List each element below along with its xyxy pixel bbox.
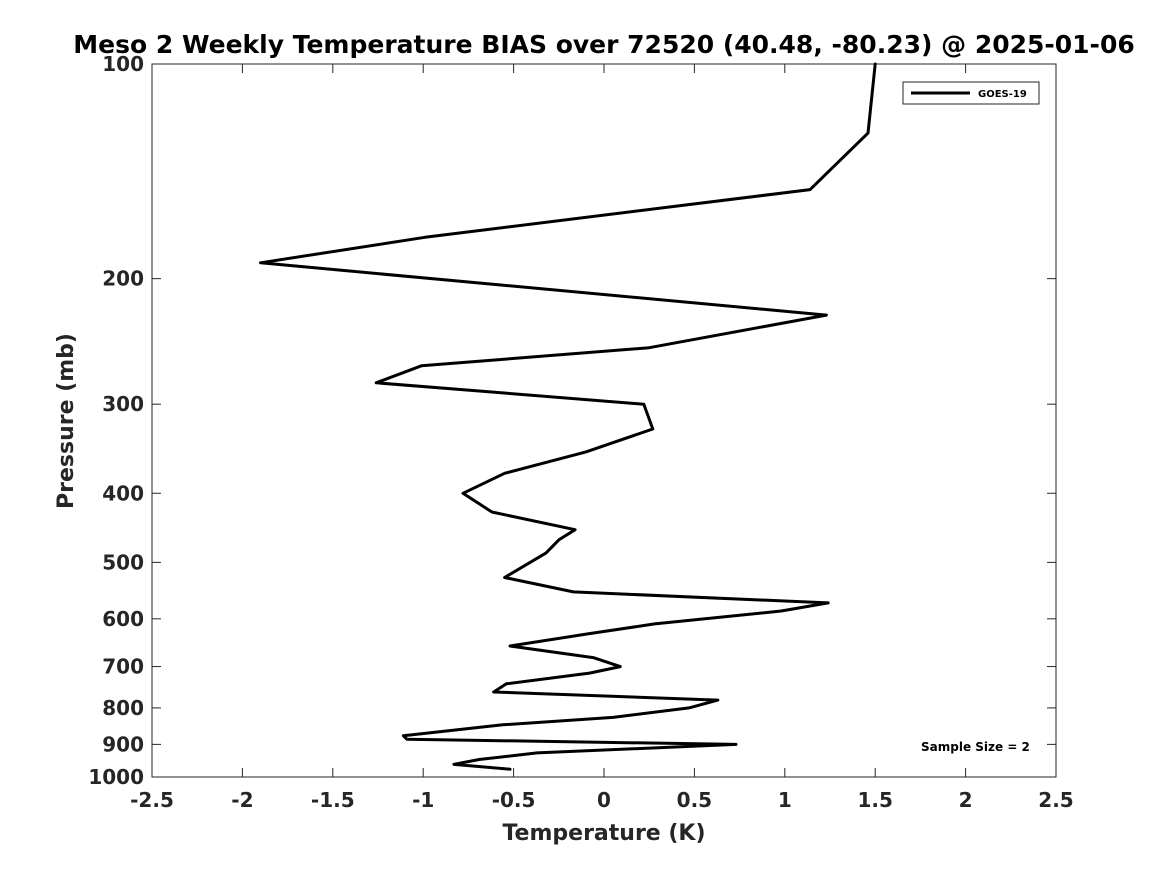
x-axis-label: Temperature (K) [502,821,705,846]
y-tick-label: 900 [102,732,144,756]
sample-size-annotation: Sample Size = 2 [921,740,1030,754]
x-tick-label: 2 [959,788,973,812]
legend: GOES-19 [902,81,1040,105]
y-tick-label: 700 [102,655,144,679]
x-tick-label: 1 [778,788,792,812]
x-tick-label: -2 [231,788,253,812]
y-tick-label: 400 [102,481,144,505]
y-tick-label: 1000 [88,765,144,789]
plot-area [151,63,1057,778]
y-tick-label: 600 [102,607,144,631]
x-tick-label: -1.5 [311,788,355,812]
legend-box [902,81,1040,105]
y-tick-label: 500 [102,550,144,574]
series-line-goes-19 [259,62,877,771]
x-tick-label: 1.5 [857,788,892,812]
x-tick-label: -2.5 [130,788,174,812]
y-tick-label: 100 [102,52,144,76]
legend-label-goes-19: GOES-19 [978,89,1027,100]
x-tick-label: -1 [412,788,434,812]
y-axis: 100 200 300 400 500 600 700 800 900 1000 [88,52,1056,789]
x-axis: -2.5 -2 -1.5 -1 -0.5 0 0.5 1 1.5 2 2.5 [130,64,1074,812]
y-tick-label: 300 [102,392,144,416]
y-tick-label: 200 [102,267,144,291]
x-tick-label: 2.5 [1038,788,1073,812]
x-tick-label: -0.5 [492,788,536,812]
x-tick-label: 0 [597,788,611,812]
chart-title: Meso 2 Weekly Temperature BIAS over 7252… [73,30,1134,59]
y-axis-label: Pressure (mb) [54,333,79,509]
y-tick-label: 800 [102,696,144,720]
x-tick-label: 0.5 [677,788,712,812]
